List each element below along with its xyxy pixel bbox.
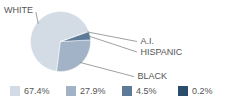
svg-text:WHITE: WHITE: [4, 5, 33, 15]
html-text:4.5%: 4.5%: [136, 86, 157, 96]
html-text:67.4%: 67.4%: [24, 86, 50, 96]
svg-text:HISPANIC: HISPANIC: [141, 47, 183, 57]
html-text:27.9%: 27.9%: [80, 86, 106, 96]
html-text:0.2%: 0.2%: [192, 86, 213, 96]
svg-text:A.I.: A.I.: [141, 36, 155, 46]
svg-text:BLACK: BLACK: [138, 71, 168, 81]
